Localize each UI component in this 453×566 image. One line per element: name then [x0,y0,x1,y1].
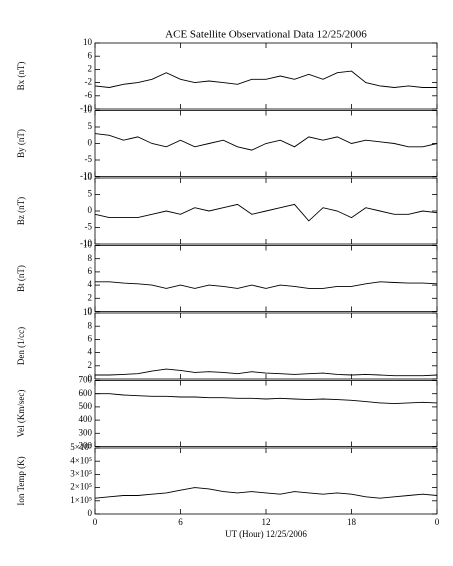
y-tick-label: 500 [79,401,93,411]
data-line [94,70,437,88]
y-tick-label: 2 [88,63,93,73]
panel-frame [94,312,438,380]
y-tick-label: 10 [83,105,93,115]
y-tick-label: 400 [79,414,93,424]
y-axis-label: Bt (nT) [16,265,26,292]
data-line [95,368,438,377]
chart-title: ACE Satellite Observational Data 12/25/2… [165,29,367,41]
y-tick-label: 4×10⁵ [70,455,92,465]
y-tick-label: -5 [85,222,93,232]
panel-frame [94,447,438,515]
y-tick-label: 8 [88,253,93,263]
y-tick-label: 300 [79,427,93,437]
y-tick-label: 8 [88,320,93,330]
data-line [95,393,438,405]
y-tick-label: 4 [88,347,93,357]
y-axis-label: Vel (Km/sec) [16,390,26,438]
y-tick-label: 0 [88,205,93,215]
y-tick-label: 2 [88,292,93,302]
y-tick-label: 2 [88,360,93,370]
y-tick-label: 0 [88,373,93,383]
y-tick-label: 1×10⁵ [70,495,92,505]
y-axis-label: By (nT) [16,129,26,158]
y-tick-label: 10 [83,240,93,250]
x-tick-label: 0 [93,517,98,527]
y-tick-label: -2 [85,77,93,87]
y-tick-label: 10 [83,37,93,47]
x-axis-label: UT (Hour) 12/25/2006 [225,529,307,539]
y-tick-label: 600 [79,388,93,398]
y-tick-label: 6 [88,50,93,60]
y-tick-label: 4 [88,279,93,289]
y-axis-label: Bz (nT) [16,197,26,225]
y-tick-label: 2×10⁵ [70,482,92,492]
y-tick-label: 200 [79,441,93,451]
y-axis-label: Ion Temp (K) [16,456,26,505]
y-tick-label: 0 [88,306,93,316]
y-axis-label: Den (1/cc) [16,327,26,365]
y-axis-label: Bx (nT) [16,62,26,91]
y-tick-label: 5 [88,121,93,131]
panel-frame [94,380,438,447]
panel-frame [94,42,438,110]
y-tick-label: -5 [85,154,93,164]
y-tick-label: 5×10⁵ [70,442,92,452]
data-line [95,281,438,289]
y-tick-label: -10 [80,238,92,248]
y-tick-label: 0 [88,508,93,518]
data-line [94,487,438,499]
y-tick-label: -10 [80,171,92,181]
y-tick-label: 10 [83,172,93,182]
x-tick-label: 12 [262,517,271,527]
x-tick-label: 0 [435,517,440,527]
y-tick-label: 700 [79,375,93,385]
y-tick-label: 6 [88,333,93,343]
y-tick-label: 6 [88,266,93,276]
data-line [94,203,438,222]
y-tick-label: -10 [80,103,92,113]
x-tick-label: 18 [347,517,357,527]
y-tick-label: -6 [85,90,93,100]
y-tick-label: 3×10⁵ [70,468,92,478]
y-tick-label: 10 [83,307,93,317]
y-tick-label: 5 [88,189,93,199]
y-tick-label: 0 [88,138,93,148]
panel-frame [94,245,438,312]
data-line [94,133,438,151]
x-tick-label: 6 [178,517,183,527]
